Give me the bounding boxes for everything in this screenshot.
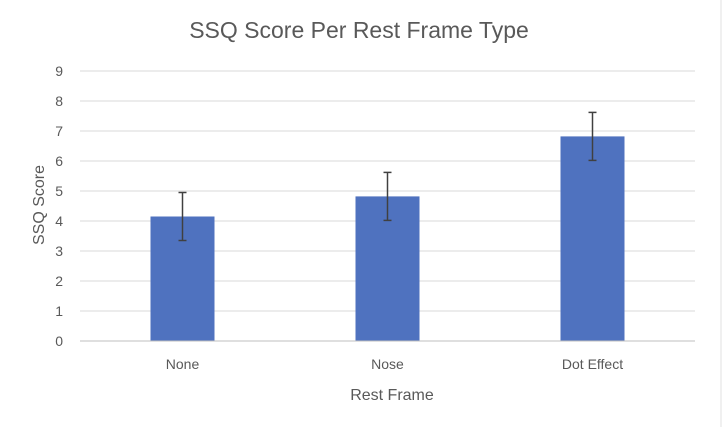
- y-tick-label: 7: [55, 123, 63, 139]
- error-bar: [588, 111, 597, 162]
- y-tick-label: 3: [55, 243, 63, 259]
- x-category-label: None: [166, 356, 200, 372]
- error-bars: [178, 111, 597, 242]
- chart-title: SSQ Score Per Rest Frame Type: [189, 17, 529, 43]
- y-tick-label: 1: [55, 303, 63, 319]
- x-category-label: Dot Effect: [562, 356, 623, 372]
- bar: [560, 136, 625, 341]
- y-tick-label: 9: [55, 63, 63, 79]
- y-tick-label: 6: [55, 153, 63, 169]
- y-axis-ticks: 0 1 2 3 4 5 6 7 8 9: [55, 63, 63, 349]
- y-tick-label: 4: [55, 213, 63, 229]
- error-bar: [178, 191, 187, 242]
- y-tick-label: 2: [55, 273, 63, 289]
- y-tick-label: 0: [55, 333, 63, 349]
- x-axis-title: Rest Frame: [350, 387, 434, 404]
- y-tick-label: 8: [55, 93, 63, 109]
- y-axis-title: SSQ Score: [31, 165, 48, 245]
- x-category-label: Nose: [371, 356, 404, 372]
- error-bar: [383, 171, 392, 222]
- x-axis-category-labels: None Nose Dot Effect: [166, 356, 623, 372]
- y-tick-label: 5: [55, 183, 63, 199]
